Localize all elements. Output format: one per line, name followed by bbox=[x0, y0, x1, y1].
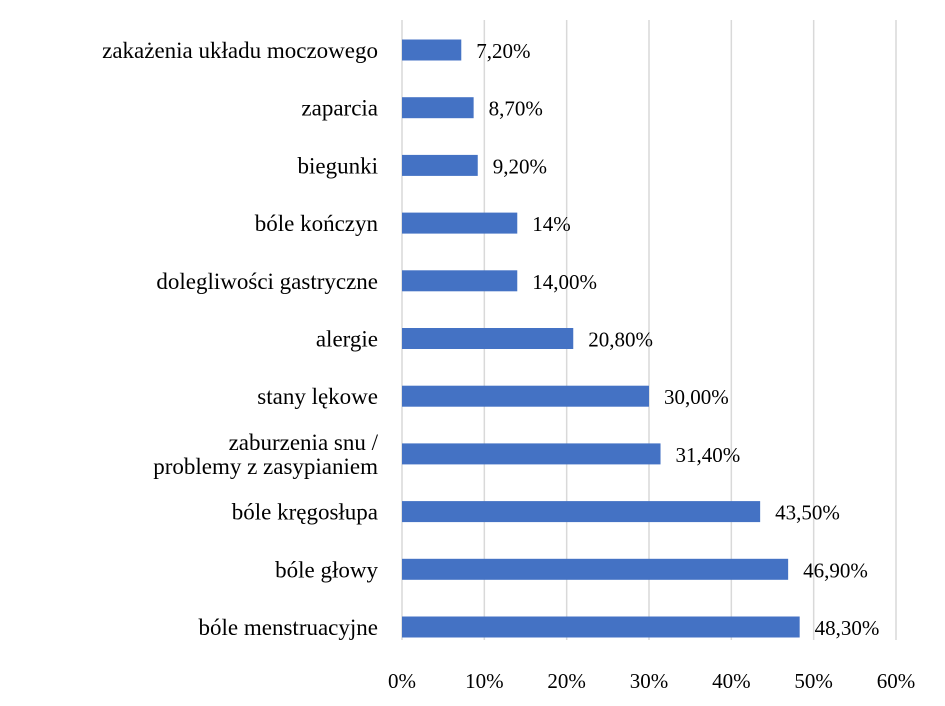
category-label: bóle kręgosłupa bbox=[232, 500, 378, 525]
data-label: 9,20% bbox=[493, 154, 547, 178]
bar bbox=[402, 270, 518, 292]
x-tick-label: 60% bbox=[877, 669, 916, 693]
category-label: bóle kończyn bbox=[255, 211, 379, 236]
x-tick-label: 10% bbox=[465, 669, 504, 693]
bar bbox=[402, 385, 649, 407]
data-label: 48,30% bbox=[815, 616, 880, 640]
data-label: 14% bbox=[532, 212, 571, 236]
bar bbox=[402, 443, 661, 465]
x-tick-label: 0% bbox=[388, 669, 416, 693]
category-label: bóle menstruacyjne bbox=[199, 615, 378, 640]
data-label: 14,00% bbox=[532, 270, 597, 294]
data-label: 43,50% bbox=[775, 501, 840, 525]
category-labels: zakażenia układu moczowego zaparcia biegun… bbox=[102, 38, 378, 640]
bar bbox=[402, 39, 462, 61]
category-label: bóle głowy bbox=[275, 557, 378, 582]
category-label: zaparcia bbox=[301, 96, 378, 121]
category-label: zakażenia układu moczowego bbox=[102, 38, 378, 63]
category-label: zaburzenia snu / bbox=[229, 430, 379, 455]
bar bbox=[402, 616, 800, 638]
bar bbox=[402, 558, 789, 580]
category-label: alergie bbox=[316, 327, 378, 352]
bar bbox=[402, 154, 478, 176]
x-tick-label: 20% bbox=[547, 669, 586, 693]
bar bbox=[402, 212, 518, 234]
data-label: 31,40% bbox=[676, 443, 741, 467]
x-axis-tick-labels: 0% 10% 20% 30% 40% 50% 60% bbox=[388, 669, 915, 693]
bars bbox=[402, 39, 800, 638]
category-label: stany lękowe bbox=[257, 384, 378, 409]
category-label: biegunki bbox=[298, 153, 379, 178]
x-tick-label: 50% bbox=[794, 669, 833, 693]
value-labels: 7,20% 8,70% 9,20% 14% 14,00% 20,80% 30,00% 31,4… bbox=[476, 39, 879, 640]
bar bbox=[402, 328, 574, 349]
data-label: 30,00% bbox=[664, 385, 729, 409]
data-label: 20,80% bbox=[588, 328, 653, 352]
bar bbox=[402, 501, 761, 523]
category-label: dolegliwości gastryczne bbox=[156, 269, 378, 294]
data-label: 8,70% bbox=[489, 97, 543, 121]
category-label: problemy z zasypianiem bbox=[153, 454, 378, 479]
x-tick-label: 40% bbox=[712, 669, 751, 693]
x-tick-label: 30% bbox=[630, 669, 669, 693]
bar bbox=[402, 97, 474, 119]
data-label: 7,20% bbox=[476, 39, 530, 63]
data-label: 46,90% bbox=[803, 558, 868, 582]
